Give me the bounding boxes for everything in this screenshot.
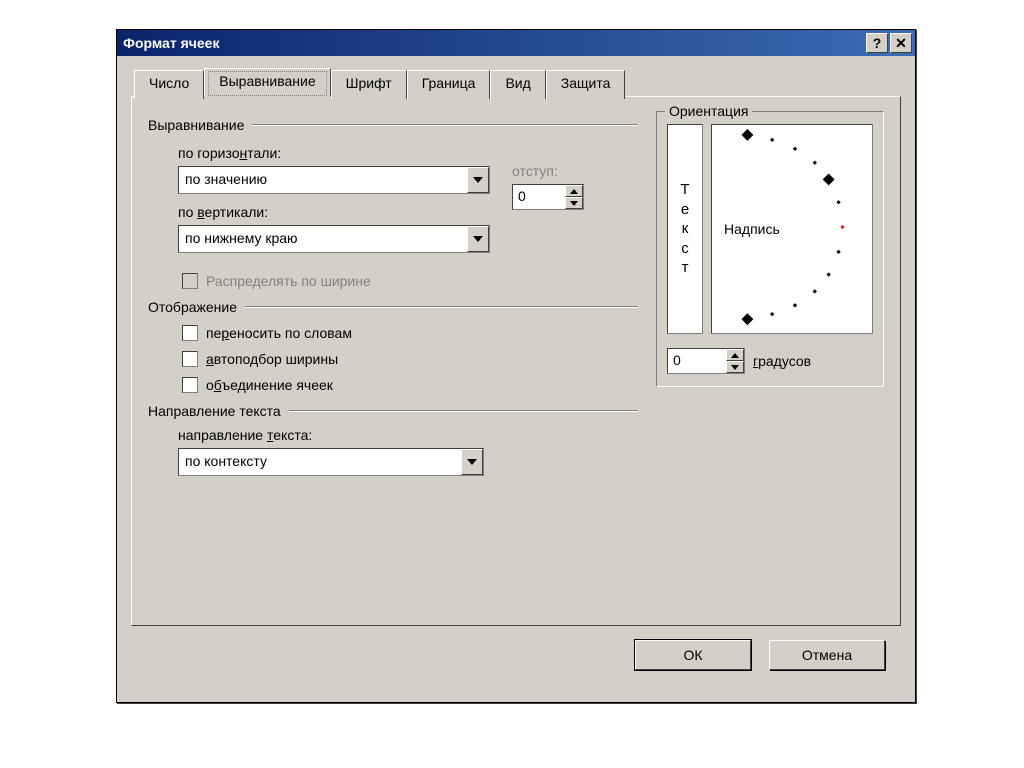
vertical-text-button[interactable]: Т е к с т <box>667 124 703 334</box>
chevron-down-icon <box>467 167 489 193</box>
format-cells-dialog: Формат ячеек ? ✕ Число Выравнивание Шриф… <box>116 29 916 703</box>
help-icon: ? <box>873 35 882 51</box>
horizontal-label: по горизонтали: <box>178 145 490 161</box>
horizontal-combo[interactable]: по значению <box>178 166 490 194</box>
tab-panel: Выравнивание по горизонтали: по значению <box>131 96 901 626</box>
left-column: Выравнивание по горизонтали: по значению <box>148 111 638 486</box>
indent-spinner[interactable]: 0 <box>512 184 584 210</box>
checkbox-icon <box>182 377 198 393</box>
tab-strip: Число Выравнивание Шрифт Граница Вид Защ… <box>131 68 901 97</box>
wrap-checkbox[interactable]: переносить по словам <box>182 325 638 341</box>
vertical-label: по вертикали: <box>178 204 490 220</box>
tab-alignment[interactable]: Выравнивание <box>204 68 330 97</box>
window-title: Формат ячеек <box>123 35 864 51</box>
spin-up-icon[interactable] <box>726 349 744 361</box>
close-icon: ✕ <box>895 35 907 52</box>
group-display: Отображение <box>148 299 638 315</box>
spin-up-icon[interactable] <box>565 185 583 197</box>
chevron-down-icon <box>467 226 489 252</box>
close-button[interactable]: ✕ <box>890 33 912 53</box>
orientation-dial[interactable]: Надпись <box>711 124 873 334</box>
tab-view[interactable]: Вид <box>490 70 545 99</box>
textdir-combo[interactable]: по контексту <box>178 448 484 476</box>
cancel-button[interactable]: Отмена <box>769 640 885 670</box>
tab-font[interactable]: Шрифт <box>331 70 407 99</box>
checkbox-icon <box>182 325 198 341</box>
distribute-checkbox: Распределять по ширине <box>182 273 638 289</box>
dialog-buttons: ОК Отмена <box>131 626 901 688</box>
orientation-frame: Ориентация Т е к с т Надпись <box>656 111 884 387</box>
textdir-label: направление текста: <box>178 427 638 443</box>
right-column: Ориентация Т е к с т Надпись <box>656 111 884 486</box>
tab-protection[interactable]: Защита <box>546 70 626 99</box>
checkbox-icon <box>182 273 198 289</box>
spin-down-icon[interactable] <box>565 197 583 209</box>
merge-checkbox[interactable]: объединение ячеек <box>182 377 638 393</box>
tab-number[interactable]: Число <box>134 70 204 99</box>
group-textdir: Направление текста <box>148 403 638 419</box>
indent-label: отступ: <box>512 163 584 179</box>
chevron-down-icon <box>461 449 483 475</box>
group-alignment: Выравнивание <box>148 117 638 133</box>
degrees-spinner[interactable]: 0 <box>667 348 745 374</box>
autofit-checkbox[interactable]: автоподбор ширины <box>182 351 638 367</box>
titlebar: Формат ячеек ? ✕ <box>117 30 915 56</box>
dialog-content: Число Выравнивание Шрифт Граница Вид Защ… <box>117 56 915 702</box>
tab-border[interactable]: Граница <box>407 70 491 99</box>
spin-down-icon[interactable] <box>726 361 744 373</box>
vertical-combo[interactable]: по нижнему краю <box>178 225 490 253</box>
degrees-label: градусов <box>753 353 811 369</box>
help-button[interactable]: ? <box>866 33 888 53</box>
ok-button[interactable]: ОК <box>635 640 751 670</box>
checkbox-icon <box>182 351 198 367</box>
